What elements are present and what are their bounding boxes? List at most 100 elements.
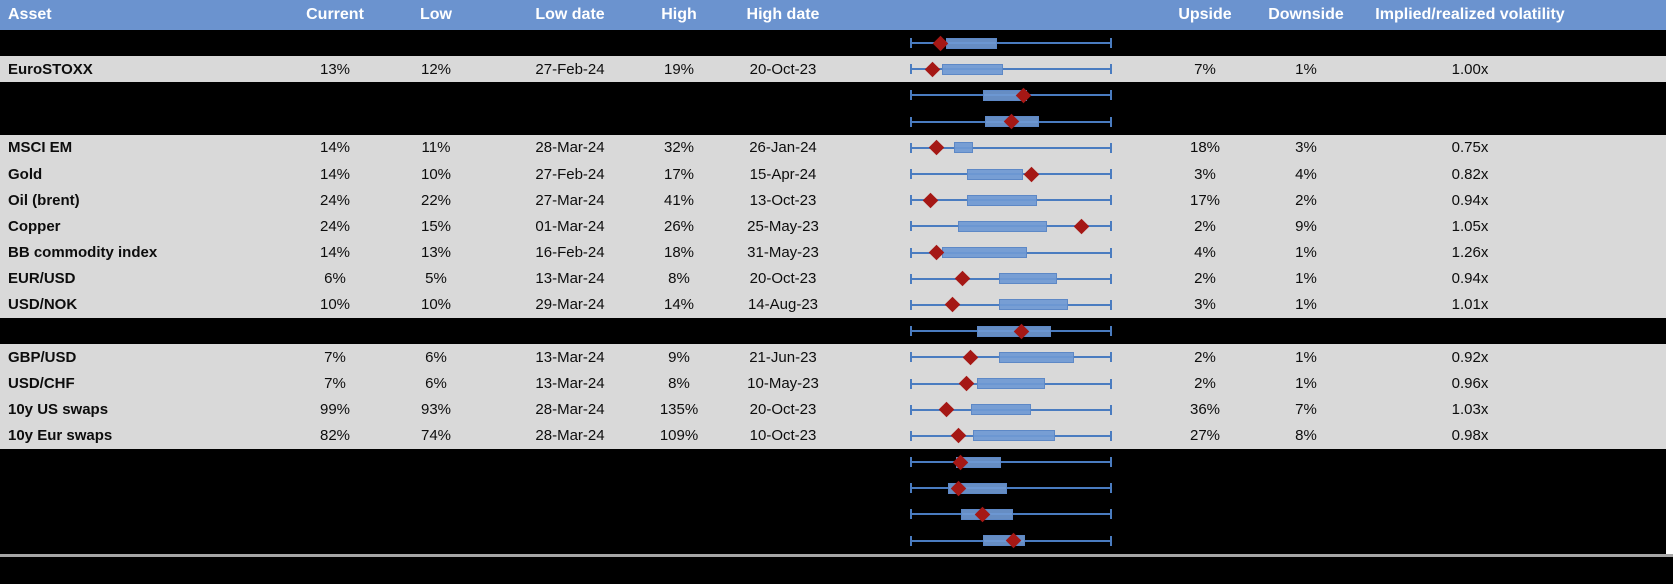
whisker-cap-right xyxy=(1110,38,1112,49)
implied-realized-volatility-value: 1.00x xyxy=(1451,60,1489,78)
whisker-line xyxy=(910,68,1112,71)
low-date-value: 28-Mar-24 xyxy=(535,427,605,445)
current-value: 10% xyxy=(319,296,351,314)
high-date-value: 20-Oct-23 xyxy=(749,270,817,288)
asset-label: USD/CHF xyxy=(8,375,75,393)
current-value: 82% xyxy=(319,427,351,445)
downside-value: 7% xyxy=(1295,401,1317,419)
range-plot-cell xyxy=(856,318,1168,344)
range-plot-cell xyxy=(856,423,1168,449)
high-value: 109% xyxy=(659,427,699,445)
range-plot xyxy=(910,344,1112,370)
range-plot xyxy=(910,292,1112,318)
whisker-cap-left xyxy=(910,299,912,310)
range-plot xyxy=(910,370,1112,396)
column-header-current: Current xyxy=(306,6,364,23)
whisker-cap-left xyxy=(910,326,912,337)
upside-value: 2% xyxy=(1194,270,1216,288)
range-box xyxy=(972,430,1056,442)
table-row xyxy=(0,501,1666,528)
whisker-cap-right xyxy=(1110,535,1112,546)
range-plot xyxy=(910,82,1112,108)
upside-value: 3% xyxy=(1194,165,1216,183)
asset-label: EuroSTOXX xyxy=(8,60,93,78)
current-value: 24% xyxy=(319,191,351,209)
downside-value: 1% xyxy=(1295,270,1317,288)
whisker-cap-right xyxy=(1110,116,1112,127)
upside-value: 2% xyxy=(1194,348,1216,366)
volatility-table: Asset Current Low Low date High High dat… xyxy=(0,0,1666,554)
table-row xyxy=(0,449,1666,476)
upside-value: 7% xyxy=(1194,60,1216,78)
column-header-upside: Upside xyxy=(1178,6,1232,23)
high-date-value: 10-May-23 xyxy=(747,375,819,393)
implied-realized-volatility-value: 1.03x xyxy=(1451,401,1489,419)
range-plot xyxy=(910,449,1112,475)
current-value: 14% xyxy=(319,244,351,262)
whisker-cap-left xyxy=(910,378,912,389)
range-plot-cell xyxy=(856,370,1168,396)
low-date-value: 27-Feb-24 xyxy=(535,60,605,78)
range-plot-cell xyxy=(856,528,1168,554)
upside-value: 36% xyxy=(1189,401,1221,419)
upside-value: 27% xyxy=(1189,427,1221,445)
whisker-cap-left xyxy=(910,247,912,258)
current-marker-diamond xyxy=(1073,218,1090,235)
table-row: MSCI EM 14% 11% 28-Mar-24 32% 26-Jan-24 … xyxy=(0,134,1666,161)
whisker-cap-left xyxy=(910,430,912,441)
implied-realized-volatility-value: 1.01x xyxy=(1451,296,1489,314)
current-value: 6% xyxy=(324,270,346,288)
range-plot-cell xyxy=(856,501,1168,527)
downside-value: 1% xyxy=(1295,244,1317,262)
range-plot xyxy=(910,161,1112,187)
range-box xyxy=(954,142,973,154)
implied-realized-volatility-value: 0.94x xyxy=(1451,270,1489,288)
upside-value: 17% xyxy=(1189,191,1221,209)
range-plot xyxy=(910,475,1112,501)
whisker-cap-left xyxy=(910,352,912,363)
range-plot-cell xyxy=(856,240,1168,266)
high-value: 8% xyxy=(668,270,690,288)
current-marker-diamond xyxy=(1023,166,1039,182)
high-date-value: 20-Oct-23 xyxy=(749,60,817,78)
downside-value: 2% xyxy=(1295,191,1317,209)
whisker-cap-left xyxy=(910,90,912,101)
low-date-value: 28-Mar-24 xyxy=(535,139,605,157)
column-header-implied-realized-volatility: Implied/realized volatility xyxy=(1375,6,1565,23)
downside-value: 1% xyxy=(1295,60,1317,78)
whisker-cap-left xyxy=(910,404,912,415)
downside-value: 3% xyxy=(1295,139,1317,157)
whisker-cap-left xyxy=(910,169,912,180)
whisker-cap-left xyxy=(910,457,912,468)
implied-realized-volatility-value: 0.96x xyxy=(1451,375,1489,393)
whisker-cap-right xyxy=(1110,352,1112,363)
current-marker-diamond xyxy=(924,61,940,78)
range-box xyxy=(998,351,1074,363)
current-value: 99% xyxy=(319,401,351,419)
implied-realized-volatility-value: 0.75x xyxy=(1451,139,1489,157)
low-date-value: 13-Mar-24 xyxy=(535,348,605,366)
whisker-cap-right xyxy=(1110,483,1112,494)
column-header-asset: Asset xyxy=(8,6,52,23)
upside-value: 2% xyxy=(1194,375,1216,393)
whisker-cap-right xyxy=(1110,430,1112,441)
low-value: 12% xyxy=(420,60,452,78)
high-date-value: 26-Jan-24 xyxy=(749,139,817,157)
range-plot-cell xyxy=(856,135,1168,161)
table-body: EuroSTOXX 13% 12% 27-Feb-24 19% 20-Oct-2… xyxy=(0,30,1666,554)
whisker-cap-left xyxy=(910,273,912,284)
whisker-cap-right xyxy=(1110,221,1112,232)
current-value: 14% xyxy=(319,165,351,183)
high-value: 17% xyxy=(663,165,695,183)
asset-label: BB commodity index xyxy=(8,244,158,262)
upside-value: 4% xyxy=(1194,244,1216,262)
table-row xyxy=(0,475,1666,502)
whisker-cap-left xyxy=(910,64,912,75)
downside-value: 1% xyxy=(1295,348,1317,366)
low-date-value: 27-Feb-24 xyxy=(535,165,605,183)
current-value: 13% xyxy=(319,60,351,78)
range-plot-cell xyxy=(856,292,1168,318)
whisker-cap-right xyxy=(1110,326,1112,337)
table-row: Gold 14% 10% 27-Feb-24 17% 15-Apr-24 3% … xyxy=(0,160,1666,188)
